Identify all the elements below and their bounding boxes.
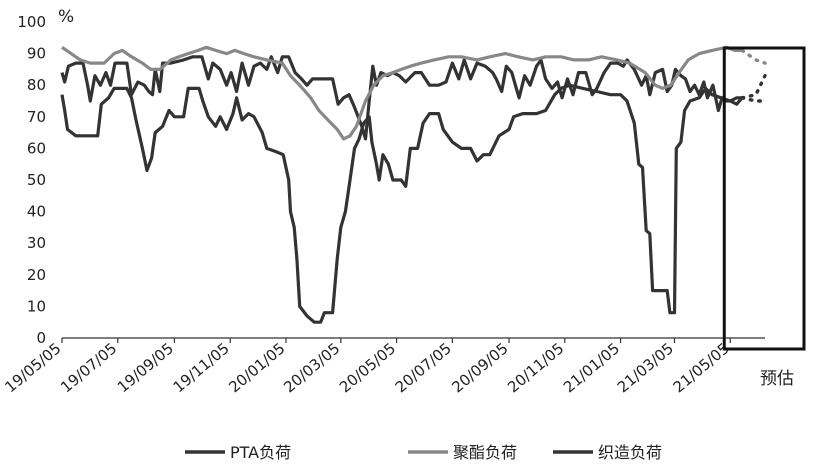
series-forecast-1 xyxy=(740,74,767,100)
series-line-3 xyxy=(60,83,744,324)
y-tick-label: 10 xyxy=(27,297,46,315)
x-tick-label: 20/01/05 xyxy=(225,339,288,396)
series-forecast-2 xyxy=(740,48,767,65)
y-unit-label: % xyxy=(58,7,74,27)
forecast-label: 预估 xyxy=(760,369,794,389)
x-tick-label: 19/05/05 xyxy=(1,339,64,396)
series-forecast-3 xyxy=(740,96,767,103)
x-tick-label: 20/03/05 xyxy=(280,339,343,396)
y-tick-label: 50 xyxy=(27,171,46,189)
x-tick-label: 20/05/05 xyxy=(336,339,399,396)
y-tick-label: 60 xyxy=(27,139,46,157)
x-tick-label: 20/09/05 xyxy=(448,339,511,396)
legend-item-2: 聚酯负荷 xyxy=(408,443,517,462)
x-tick-label: 21/01/05 xyxy=(560,339,623,396)
series-layer xyxy=(60,45,767,324)
legend-item-1: PTA负荷 xyxy=(185,443,291,462)
legend-label: 聚酯负荷 xyxy=(453,443,517,462)
legend-item-3: 织造负荷 xyxy=(553,443,662,462)
x-tick-label: 19/07/05 xyxy=(57,339,120,396)
y-tick-label: 80 xyxy=(27,76,46,94)
y-tick-label: 20 xyxy=(27,266,46,284)
x-tick-label: 20/11/05 xyxy=(504,339,567,396)
legend-label: 织造负荷 xyxy=(598,443,662,462)
y-tick-label: 70 xyxy=(27,108,46,126)
legend-label: PTA负荷 xyxy=(230,443,291,462)
x-tick-label: 19/11/05 xyxy=(170,339,233,396)
x-tick-label: 21/03/05 xyxy=(614,339,677,396)
x-tick-label: 19/09/05 xyxy=(114,339,177,396)
y-tick-label: 100 xyxy=(17,13,46,31)
legend: PTA负荷 聚酯负荷 织造负荷 xyxy=(185,443,662,462)
x-axis: 19/05/0519/07/0519/09/0519/11/0520/01/05… xyxy=(1,337,765,396)
y-tick-label: 90 xyxy=(27,45,46,63)
y-tick-label: 40 xyxy=(27,203,46,221)
series-line-2 xyxy=(61,45,743,141)
x-tick-label: 20/07/05 xyxy=(392,339,455,396)
y-tick-label: 30 xyxy=(27,234,46,252)
y-axis: 0 10 20 30 40 50 60 70 80 90 100 xyxy=(17,13,46,347)
y-tick-label: 0 xyxy=(36,329,46,347)
forecast-box xyxy=(722,46,806,351)
